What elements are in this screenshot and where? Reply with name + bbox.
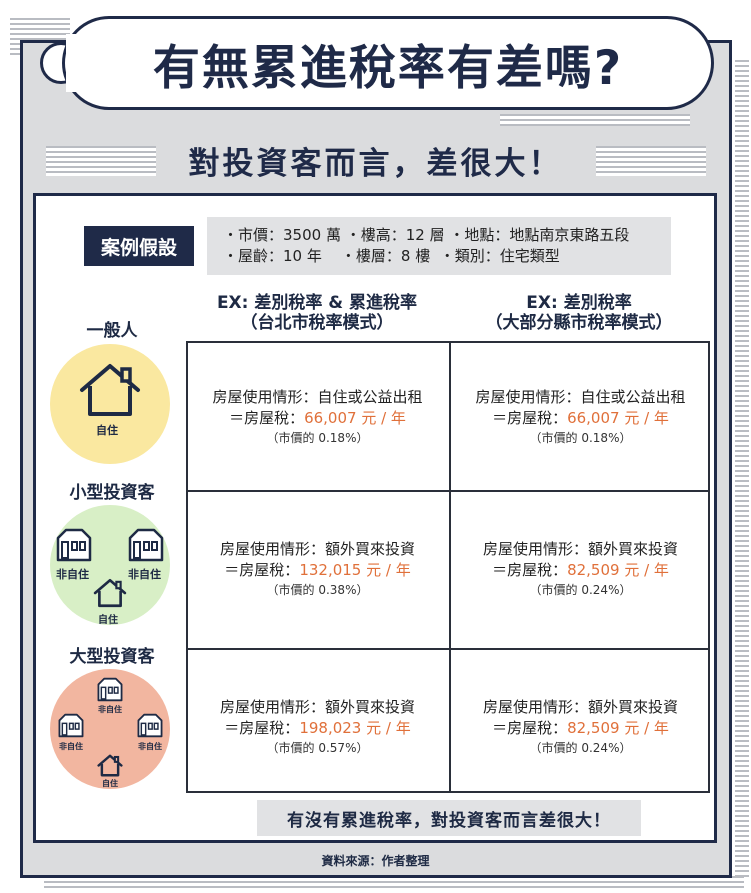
- label-self-occupied: 自住: [102, 779, 118, 788]
- label-non-self-occupied: 非自住: [56, 568, 89, 581]
- source-note: 資料來源：作者整理: [321, 854, 430, 868]
- townhouse-icon: [128, 528, 164, 562]
- tax-value: 66,007 元 / 年: [304, 409, 406, 427]
- table-cell-r2-c1: 房屋使用情形：額外買來投資 ＝房屋稅：132,015 元 / 年 （市價的 0.…: [188, 539, 447, 600]
- column-header-taipei-line1: EX: 差別稅率 & 累進稅率: [216, 293, 418, 313]
- townhouse-icon: [97, 677, 123, 702]
- tax-prefix: ＝房屋稅：: [492, 561, 568, 579]
- background-stripes-bottom: [44, 876, 744, 890]
- page-title: 有無累進稅率有差嗎?: [152, 40, 624, 96]
- column-header-other-line2: （大部分縣市稅率模式）: [485, 313, 673, 333]
- tax-value: 132,015 元 / 年: [299, 561, 411, 579]
- title-bubble: 有無累進稅率有差嗎?: [62, 16, 714, 110]
- usage-text: 房屋使用情形：額外買來投資: [482, 698, 678, 716]
- bubble-tail-cover: [66, 34, 92, 92]
- townhouse-icon: [58, 713, 84, 738]
- case-details: ・市價：3500 萬 ・樓高：12 層 ・地點：地點南京東路五段 ・屋齡：10 …: [207, 217, 671, 275]
- tax-value: 66,007 元 / 年: [567, 409, 669, 427]
- background-stripes-right: [735, 60, 749, 880]
- tax-prefix: ＝房屋稅：: [229, 409, 305, 427]
- conclusion-banner: 有沒有累進稅率，對投資客而言差很大！: [257, 800, 641, 836]
- house-icon: [80, 364, 140, 416]
- row-title-general: 一般人: [86, 321, 138, 341]
- tax-value: 82,509 元 / 年: [567, 561, 669, 579]
- subtitle-stripes-right: [596, 146, 706, 176]
- rate-text: （市價的 0.57%）: [266, 741, 369, 755]
- table-cell-r1-c2: 房屋使用情形：自住或公益出租 ＝房屋稅：66,007 元 / 年 （市價的 0.…: [451, 387, 710, 448]
- rate-text: （市價的 0.38%）: [266, 583, 369, 597]
- usage-text: 房屋使用情形：自住或公益出租: [475, 388, 686, 406]
- usage-text: 房屋使用情形：自住或公益出租: [212, 388, 423, 406]
- column-header-other-counties: EX: 差別稅率 （大部分縣市稅率模式）: [448, 293, 710, 333]
- usage-text: 房屋使用情形：額外買來投資: [219, 698, 415, 716]
- tax-line: ＝房屋稅：82,509 元 / 年: [451, 560, 710, 581]
- tax-line: ＝房屋稅：66,007 元 / 年: [451, 408, 710, 429]
- townhouse-icon: [56, 528, 92, 562]
- tax-line: ＝房屋稅：198,023 元 / 年: [188, 718, 447, 739]
- table-cell-r3-c2: 房屋使用情形：額外買來投資 ＝房屋稅：82,509 元 / 年 （市價的 0.2…: [451, 697, 710, 758]
- label-self-occupied: 自住: [98, 615, 118, 626]
- usage-text: 房屋使用情形：額外買來投資: [482, 540, 678, 558]
- case-line-2: ・屋齡：10 年 ・樓層：8 樓 ・類別：住宅類型: [223, 247, 560, 265]
- tax-prefix: ＝房屋稅：: [224, 719, 300, 737]
- table-divider-row-1: [188, 490, 708, 492]
- column-header-taipei-line2: （台北市稅率模式）: [240, 313, 394, 333]
- table-cell-r1-c1: 房屋使用情形：自住或公益出租 ＝房屋稅：66,007 元 / 年 （市價的 0.…: [188, 387, 447, 448]
- label-non-self-occupied: 非自住: [98, 705, 122, 714]
- tax-prefix: ＝房屋稅：: [492, 719, 568, 737]
- tax-value: 82,509 元 / 年: [567, 719, 669, 737]
- row-title-small-investor: 小型投資客: [69, 483, 155, 503]
- tax-line: ＝房屋稅：132,015 元 / 年: [188, 560, 447, 581]
- rate-text: （市價的 0.24%）: [529, 583, 632, 597]
- tax-line: ＝房屋稅：66,007 元 / 年: [188, 408, 447, 429]
- page-subtitle: 對投資客而言，差很大！: [188, 146, 563, 182]
- column-header-other-line1: EX: 差別稅率: [526, 293, 632, 313]
- comparison-table: 房屋使用情形：自住或公益出租 ＝房屋稅：66,007 元 / 年 （市價的 0.…: [186, 341, 710, 793]
- table-cell-r3-c1: 房屋使用情形：額外買來投資 ＝房屋稅：198,023 元 / 年 （市價的 0.…: [188, 697, 447, 758]
- townhouse-icon: [137, 713, 163, 738]
- label-non-self-occupied: 非自住: [59, 742, 83, 751]
- tax-prefix: ＝房屋稅：: [224, 561, 300, 579]
- table-cell-r2-c2: 房屋使用情形：額外買來投資 ＝房屋稅：82,509 元 / 年 （市價的 0.2…: [451, 539, 710, 600]
- tax-value: 198,023 元 / 年: [299, 719, 411, 737]
- house-icon: [97, 754, 123, 777]
- table-divider-row-2: [188, 648, 708, 650]
- title-underline-stripes: [500, 114, 690, 126]
- usage-text: 房屋使用情形：額外買來投資: [219, 540, 415, 558]
- case-label: 案例假設: [84, 226, 194, 266]
- rate-text: （市價的 0.24%）: [529, 741, 632, 755]
- tax-prefix: ＝房屋稅：: [492, 409, 568, 427]
- general-circle: [50, 344, 170, 464]
- table-divider-vertical: [449, 343, 451, 791]
- subtitle-stripes-left: [46, 146, 156, 176]
- row-title-large-investor: 大型投資客: [69, 647, 155, 667]
- rate-text: （市價的 0.18%）: [529, 431, 632, 445]
- label-non-self-occupied: 非自住: [128, 568, 161, 581]
- column-header-taipei: EX: 差別稅率 & 累進稅率 （台北市稅率模式）: [186, 293, 448, 333]
- case-line-1: ・市價：3500 萬 ・樓高：12 層 ・地點：地點南京東路五段: [223, 226, 630, 244]
- label-self-occupied: 自住: [96, 424, 118, 437]
- label-non-self-occupied: 非自住: [138, 742, 162, 751]
- tax-line: ＝房屋稅：82,509 元 / 年: [451, 718, 710, 739]
- rate-text: （市價的 0.18%）: [266, 431, 369, 445]
- house-icon: [93, 578, 127, 608]
